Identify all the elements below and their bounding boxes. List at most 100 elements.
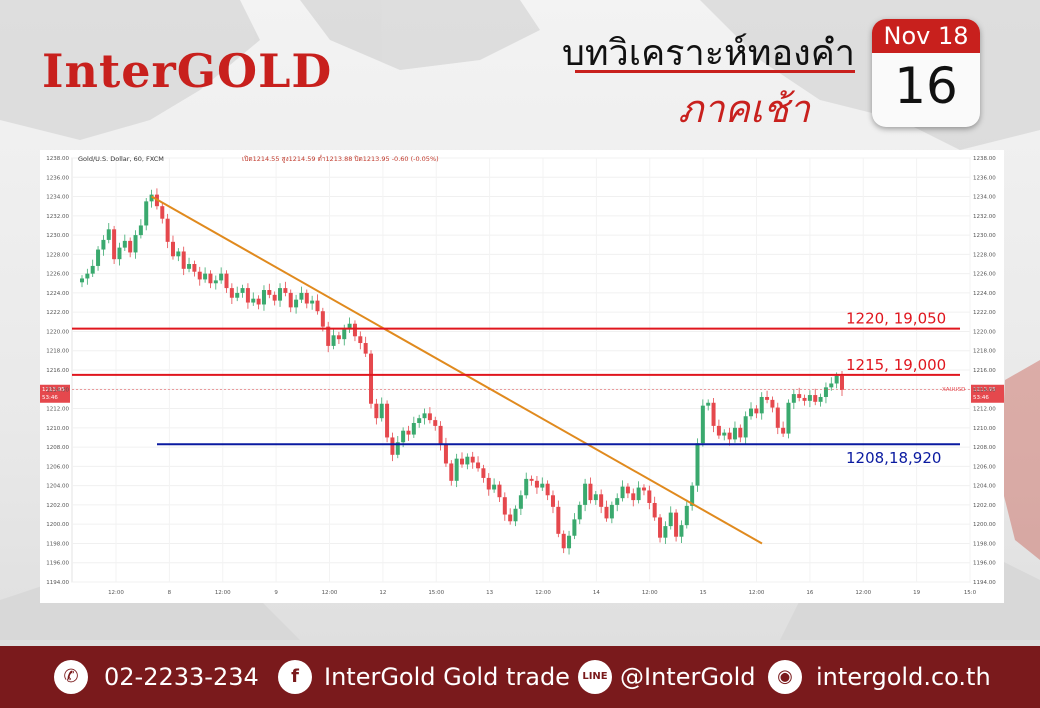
candle-body bbox=[149, 194, 154, 202]
candle-body bbox=[513, 508, 518, 522]
footer-facebook[interactable]: InterGold Gold trade bbox=[324, 663, 570, 691]
candle-body bbox=[529, 478, 534, 481]
candle-body bbox=[245, 288, 250, 303]
candle-body bbox=[577, 504, 582, 520]
candle-body bbox=[101, 239, 106, 250]
candle-body bbox=[256, 298, 261, 305]
candle-body bbox=[326, 326, 331, 346]
candle-body bbox=[604, 506, 609, 519]
calendar-day: 16 bbox=[894, 57, 958, 115]
candle-body bbox=[497, 484, 502, 498]
candle-body bbox=[197, 271, 202, 280]
level-label: 1208,18,920 bbox=[846, 449, 941, 467]
x-tick-label: 12:00 bbox=[749, 590, 765, 596]
candle-body bbox=[791, 394, 796, 403]
footer-phone[interactable]: 02-2233-234 bbox=[104, 663, 259, 691]
chart-title: Gold/U.S. Dollar, 60, FXCM bbox=[78, 155, 164, 163]
candle-body bbox=[192, 264, 197, 272]
y-tick-label-left: 1224.00 bbox=[46, 291, 69, 297]
candle-body bbox=[834, 375, 839, 384]
y-tick-label-right: 1206.00 bbox=[973, 464, 996, 470]
candle-body bbox=[315, 300, 320, 312]
candle-body bbox=[261, 290, 266, 305]
y-tick-label-right: 1234.00 bbox=[973, 195, 996, 201]
x-tick-label: 12:00 bbox=[642, 590, 658, 596]
current-price-badge-left bbox=[40, 384, 70, 403]
candle-body bbox=[759, 396, 764, 414]
candle-body bbox=[299, 292, 304, 300]
candle-body bbox=[320, 311, 325, 327]
y-tick-label-left: 1236.00 bbox=[46, 175, 69, 181]
candle-body bbox=[706, 402, 711, 406]
candle-body bbox=[802, 397, 807, 401]
candle-body bbox=[492, 484, 497, 490]
candle-body bbox=[347, 323, 352, 330]
candle-body bbox=[288, 292, 293, 308]
candle-body bbox=[781, 427, 786, 434]
candle-body bbox=[170, 241, 175, 257]
candle-body bbox=[235, 292, 240, 298]
trend-line bbox=[151, 195, 763, 545]
y-tick-label-right: 1208.00 bbox=[973, 445, 996, 451]
page-subtitle: ภาคเช้า bbox=[678, 87, 810, 131]
x-tick-label: 12:00 bbox=[322, 590, 338, 596]
candle-body bbox=[641, 487, 646, 491]
candle-body bbox=[508, 514, 513, 522]
candle-body bbox=[331, 335, 336, 346]
candle-body bbox=[652, 502, 657, 518]
candle-body bbox=[433, 420, 438, 426]
y-tick-label-left: 1210.00 bbox=[46, 426, 69, 432]
candle-body bbox=[663, 526, 668, 538]
candle-body bbox=[122, 240, 127, 248]
x-tick-label: 15 bbox=[700, 590, 707, 596]
candle-body bbox=[385, 403, 390, 438]
y-tick-label-right: 1218.00 bbox=[973, 349, 996, 355]
candle-body bbox=[593, 494, 598, 501]
candle-body bbox=[518, 495, 523, 509]
candle-body bbox=[786, 402, 791, 434]
y-tick-label-left: 1196.00 bbox=[46, 561, 69, 567]
footer-website[interactable]: intergold.co.th bbox=[816, 663, 991, 691]
footer-line[interactable]: @InterGold bbox=[620, 663, 756, 691]
candle-body bbox=[401, 430, 406, 443]
y-tick-label-right: 1196.00 bbox=[973, 561, 996, 567]
candle-body bbox=[722, 432, 727, 436]
candle-body bbox=[470, 456, 475, 463]
candle-body bbox=[390, 437, 395, 455]
candle-body bbox=[294, 299, 299, 308]
y-tick-label-right: 1232.00 bbox=[973, 214, 996, 220]
candle-body bbox=[128, 240, 133, 253]
candle-body bbox=[96, 249, 101, 266]
candle-body bbox=[272, 294, 277, 301]
candle-body bbox=[133, 235, 138, 253]
y-tick-label-left: 1198.00 bbox=[46, 541, 69, 547]
x-tick-label: 19 bbox=[913, 590, 920, 596]
level-label: 1215, 19,000 bbox=[846, 356, 946, 374]
candle-body bbox=[138, 225, 143, 236]
candle-body bbox=[684, 505, 689, 526]
candle-body bbox=[417, 418, 422, 423]
candle-body bbox=[823, 387, 828, 397]
phone-icon: ✆ bbox=[54, 660, 88, 694]
candle-body bbox=[636, 487, 641, 501]
candle-body bbox=[668, 512, 673, 527]
candle-body bbox=[647, 490, 652, 503]
candle-body bbox=[695, 443, 700, 486]
candle-body bbox=[625, 486, 630, 494]
facebook-icon: f bbox=[278, 660, 312, 694]
candle-body bbox=[813, 395, 818, 402]
x-tick-label: 12:00 bbox=[535, 590, 551, 596]
candle-body bbox=[716, 425, 721, 436]
y-tick-label-left: 1208.00 bbox=[46, 445, 69, 451]
y-tick-label-left: 1220.00 bbox=[46, 329, 69, 335]
y-tick-label-left: 1226.00 bbox=[46, 272, 69, 278]
candle-body bbox=[336, 335, 341, 340]
y-tick-label-left: 1200.00 bbox=[46, 522, 69, 528]
candle-body bbox=[422, 413, 427, 419]
candle-body bbox=[567, 535, 572, 549]
x-tick-label: 12:00 bbox=[855, 590, 871, 596]
globe-icon: ◉ bbox=[768, 660, 802, 694]
candle-body bbox=[711, 402, 716, 426]
candle-body bbox=[454, 458, 459, 481]
candle-body bbox=[524, 478, 529, 496]
